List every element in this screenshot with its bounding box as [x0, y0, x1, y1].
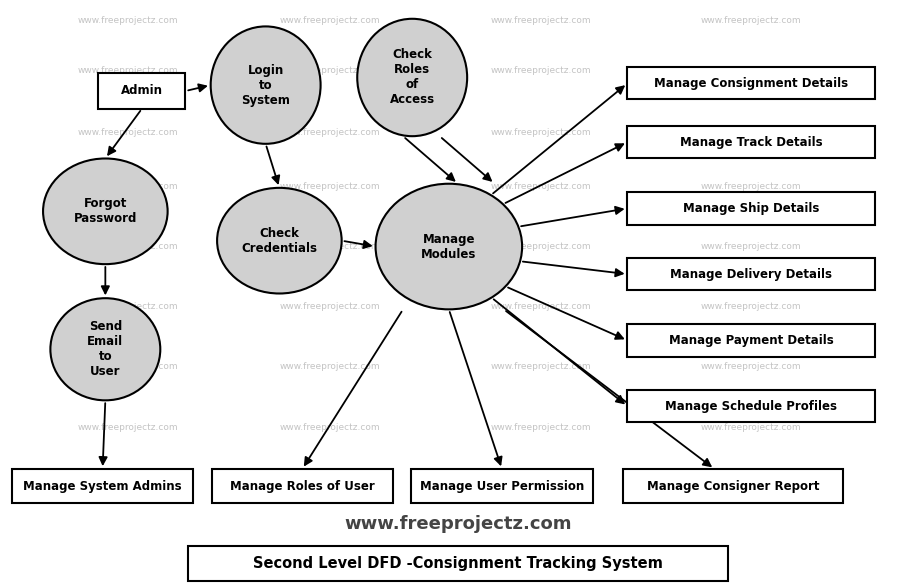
Text: www.freeprojectz.com: www.freeprojectz.com — [701, 423, 802, 432]
Text: www.freeprojectz.com: www.freeprojectz.com — [701, 468, 802, 477]
Text: Send
Email
to
User: Send Email to User — [87, 321, 124, 378]
Text: www.freeprojectz.com: www.freeprojectz.com — [490, 302, 591, 311]
Text: www.freeprojectz.com: www.freeprojectz.com — [78, 362, 179, 372]
Bar — [627, 324, 875, 357]
Ellipse shape — [211, 26, 321, 144]
Ellipse shape — [50, 298, 160, 400]
Bar — [99, 73, 185, 109]
Text: Manage Roles of User: Manage Roles of User — [230, 480, 375, 492]
Text: www.freeprojectz.com: www.freeprojectz.com — [490, 66, 591, 75]
Text: Manage Track Details: Manage Track Details — [680, 136, 823, 149]
Text: Manage Schedule Profiles: Manage Schedule Profiles — [665, 400, 837, 413]
Ellipse shape — [217, 188, 342, 294]
Text: www.freeprojectz.com: www.freeprojectz.com — [701, 242, 802, 251]
Text: Admin: Admin — [121, 85, 163, 97]
Bar — [12, 469, 193, 503]
Bar — [627, 258, 875, 290]
Text: www.freeprojectz.com: www.freeprojectz.com — [279, 66, 380, 75]
Text: www.freeprojectz.com: www.freeprojectz.com — [78, 127, 179, 137]
Text: www.freeprojectz.com: www.freeprojectz.com — [279, 423, 380, 432]
Text: Check
Roles
of
Access: Check Roles of Access — [389, 49, 435, 106]
Text: www.freeprojectz.com: www.freeprojectz.com — [701, 16, 802, 25]
Text: Forgot
Password: Forgot Password — [73, 197, 137, 225]
Text: www.freeprojectz.com: www.freeprojectz.com — [279, 16, 380, 25]
Text: www.freeprojectz.com: www.freeprojectz.com — [701, 127, 802, 137]
Bar — [627, 126, 875, 158]
Text: www.freeprojectz.com: www.freeprojectz.com — [490, 423, 591, 432]
Text: www.freeprojectz.com: www.freeprojectz.com — [701, 302, 802, 311]
Text: Second Level DFD -Consignment Tracking System: Second Level DFD -Consignment Tracking S… — [253, 556, 663, 571]
Text: Manage Consignment Details: Manage Consignment Details — [654, 77, 848, 90]
Bar — [411, 469, 593, 503]
Text: www.freeprojectz.com: www.freeprojectz.com — [279, 127, 380, 137]
Text: Manage User Permission: Manage User Permission — [420, 480, 584, 492]
Ellipse shape — [357, 19, 467, 136]
Text: www.freeprojectz.com: www.freeprojectz.com — [490, 362, 591, 372]
Text: www.freeprojectz.com: www.freeprojectz.com — [78, 423, 179, 432]
Bar — [623, 469, 843, 503]
Text: www.freeprojectz.com: www.freeprojectz.com — [78, 242, 179, 251]
Text: www.freeprojectz.com: www.freeprojectz.com — [701, 66, 802, 75]
Text: www.freeprojectz.com: www.freeprojectz.com — [78, 66, 179, 75]
Text: Manage System Admins: Manage System Admins — [23, 480, 182, 492]
Text: www.freeprojectz.com: www.freeprojectz.com — [279, 182, 380, 191]
Text: www.freeprojectz.com: www.freeprojectz.com — [490, 16, 591, 25]
Text: www.freeprojectz.com: www.freeprojectz.com — [78, 468, 179, 477]
Text: www.freeprojectz.com: www.freeprojectz.com — [701, 182, 802, 191]
Text: Check
Credentials: Check Credentials — [242, 227, 317, 255]
Text: www.freeprojectz.com: www.freeprojectz.com — [78, 16, 179, 25]
Bar — [627, 67, 875, 99]
Bar — [627, 192, 875, 224]
Text: www.freeprojectz.com: www.freeprojectz.com — [490, 468, 591, 477]
Text: www.freeprojectz.com: www.freeprojectz.com — [78, 302, 179, 311]
Text: www.freeprojectz.com: www.freeprojectz.com — [279, 302, 380, 311]
Text: Manage Ship Details: Manage Ship Details — [683, 202, 819, 215]
Text: www.freeprojectz.com: www.freeprojectz.com — [701, 362, 802, 372]
Text: www.freeprojectz.com: www.freeprojectz.com — [279, 468, 380, 477]
Bar — [627, 390, 875, 423]
Text: Login
to
System: Login to System — [241, 63, 290, 107]
Bar — [212, 469, 393, 503]
Ellipse shape — [43, 158, 168, 264]
Text: www.freeprojectz.com: www.freeprojectz.com — [279, 362, 380, 372]
Text: www.freeprojectz.com: www.freeprojectz.com — [490, 242, 591, 251]
Text: www.freeprojectz.com: www.freeprojectz.com — [490, 182, 591, 191]
Text: Manage Consigner Report: Manage Consigner Report — [647, 480, 819, 492]
Text: Manage Delivery Details: Manage Delivery Details — [671, 268, 832, 281]
Text: Manage Payment Details: Manage Payment Details — [669, 334, 834, 347]
Bar — [188, 546, 728, 581]
Text: Manage
Modules: Manage Modules — [421, 232, 476, 261]
Text: www.freeprojectz.com: www.freeprojectz.com — [279, 242, 380, 251]
Text: www.freeprojectz.com: www.freeprojectz.com — [78, 182, 179, 191]
Ellipse shape — [376, 184, 522, 309]
Text: www.freeprojectz.com: www.freeprojectz.com — [490, 127, 591, 137]
Text: www.freeprojectz.com: www.freeprojectz.com — [344, 515, 572, 532]
